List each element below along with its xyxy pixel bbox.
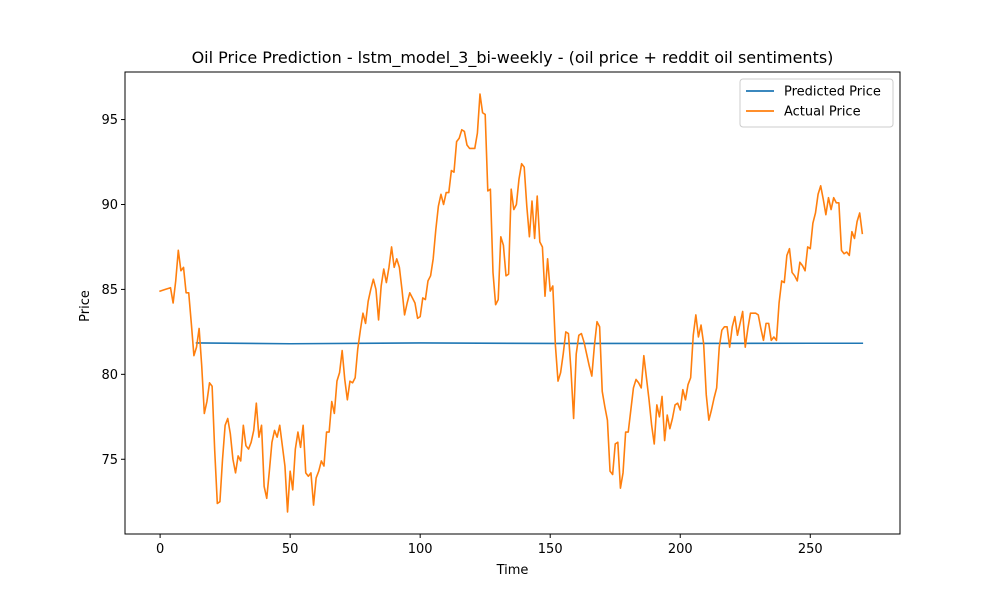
y-axis-title: Price: [78, 290, 93, 322]
x-tick-label: 50: [282, 542, 299, 557]
x-tick-label: 200: [668, 542, 693, 557]
axes: 0 50 100 150 200 250 75 80 85 90 95: [101, 71, 901, 557]
series-line-predicted-price: [195, 342, 864, 345]
x-tick-label: 250: [798, 542, 823, 557]
axes-frame: [124, 71, 901, 535]
chart-title: Oil Price Prediction - lstm_model_3_bi-w…: [192, 48, 834, 68]
legend: Predicted Price Actual Price: [739, 78, 894, 128]
plot-area: [159, 93, 864, 513]
legend-label-actual-price: Actual Price: [784, 105, 861, 120]
x-axis-title: Time: [496, 563, 529, 578]
x-tick-label: 150: [538, 542, 563, 557]
y-tick-label: 95: [101, 113, 118, 128]
legend-label-predicted-price: Predicted Price: [784, 85, 881, 100]
y-tick-label: 75: [101, 453, 118, 468]
legend-box: [739, 78, 894, 128]
y-tick-label: 80: [101, 368, 118, 383]
y-tick-label: 90: [101, 198, 118, 213]
series-line-actual-price: [159, 93, 864, 513]
x-tick-label: 100: [408, 542, 433, 557]
x-tick-label: 0: [156, 542, 164, 557]
y-tick-label: 85: [101, 283, 118, 298]
